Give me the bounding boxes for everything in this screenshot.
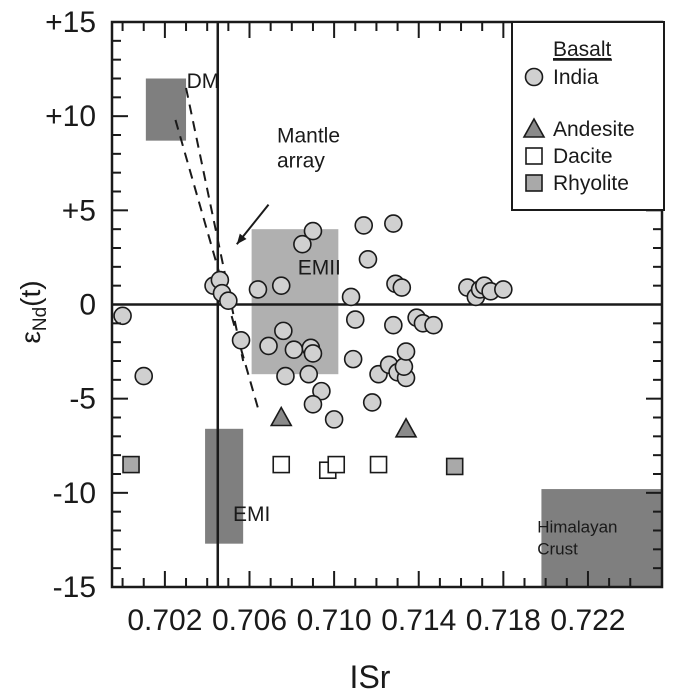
field-label-emi: EMI xyxy=(233,503,270,526)
india-point xyxy=(384,214,403,233)
dacite-point xyxy=(327,455,346,474)
andesite-point xyxy=(269,405,293,427)
india-point xyxy=(259,336,278,356)
legend-label: India xyxy=(553,66,599,89)
reference-fields: DM EMII EMI Himalayan Crust xyxy=(145,70,662,587)
legend-marker-andesite xyxy=(522,117,546,138)
india-point xyxy=(384,315,403,335)
legend: Basalt India Andesite Dacite Rhyolite xyxy=(511,21,665,211)
india-point xyxy=(276,366,295,386)
x-tick-label: 0.706 xyxy=(212,604,287,637)
india-point xyxy=(303,344,323,363)
y-tick-label: -5 xyxy=(69,383,96,416)
mantle-array-label: Mantle xyxy=(277,125,340,148)
series-india xyxy=(113,214,513,429)
field-dm xyxy=(145,78,187,141)
y-axis-label-tail: (t) xyxy=(15,280,46,306)
india-point xyxy=(248,280,268,299)
india-point xyxy=(274,321,293,341)
legend-item-dacite: Dacite xyxy=(525,145,613,168)
legend-marker-rhyolite xyxy=(525,174,543,192)
india-point xyxy=(343,349,363,369)
series-rhyolite xyxy=(122,455,464,476)
legend-heading: Basalt xyxy=(553,38,612,61)
field-himalayan xyxy=(541,489,662,587)
reference-lines xyxy=(112,22,662,587)
mantle-array-line-1 xyxy=(185,87,245,362)
india-point xyxy=(284,340,304,360)
india-point xyxy=(354,216,374,235)
india-point xyxy=(494,280,513,299)
x-tick-label: 0.722 xyxy=(550,604,625,637)
india-point xyxy=(345,310,365,329)
india-point xyxy=(424,315,443,335)
field-label-himalayan: Himalayan xyxy=(537,517,617,536)
field-label-dm: DM xyxy=(187,70,220,93)
india-point xyxy=(303,221,323,241)
y-axis-label-sub: Nd xyxy=(30,307,51,331)
y-tick-label: -15 xyxy=(53,571,96,604)
legend-label: Rhyolite xyxy=(553,172,629,195)
india-point xyxy=(396,342,416,361)
y-tick-label: +5 xyxy=(62,194,96,227)
india-point xyxy=(271,276,291,295)
india-point xyxy=(392,278,412,297)
india-point xyxy=(324,410,344,429)
legend-item-rhyolite: Rhyolite xyxy=(525,172,629,195)
andesite-point xyxy=(394,417,418,438)
y-axis-label-main: ε xyxy=(15,331,46,343)
y-axis-label: εNd(t) xyxy=(15,280,51,343)
legend-marker-india xyxy=(524,67,544,87)
legend-marker-dacite xyxy=(525,147,543,165)
tick-labels: 0.702 0.706 0.710 0.714 0.718 0.722 +15 +10 +5 0 -… xyxy=(45,6,625,637)
rhyolite-point xyxy=(122,455,140,474)
field-label-emii: EMII xyxy=(298,256,341,279)
y-tick-label: 0 xyxy=(79,289,96,322)
india-point xyxy=(394,357,414,376)
x-tick-label: 0.702 xyxy=(127,604,202,637)
y-tick-label: -10 xyxy=(53,477,96,510)
mantle-array-label-line2: array xyxy=(277,150,325,173)
series-dacite xyxy=(272,455,388,480)
rhyolite-point xyxy=(445,457,464,476)
dacite-point xyxy=(369,455,388,474)
y-tick-label: +15 xyxy=(45,6,96,39)
india-point xyxy=(113,306,132,326)
x-axis-label: ISr xyxy=(350,659,391,695)
legend-label: Andesite xyxy=(553,118,635,141)
mantle-array-arrowhead xyxy=(236,233,247,245)
data-points xyxy=(113,214,513,480)
india-point xyxy=(358,249,378,269)
field-emi xyxy=(205,428,244,544)
legend-items: India Andesite Dacite Rhyolite xyxy=(522,66,635,195)
india-point xyxy=(312,381,331,401)
india-point xyxy=(303,395,323,414)
dacite-point xyxy=(272,455,291,474)
india-point xyxy=(299,364,319,384)
india-point xyxy=(293,234,312,254)
x-tick-label: 0.710 xyxy=(297,604,372,637)
india-point xyxy=(231,330,251,350)
y-tick-label: +10 xyxy=(45,100,96,133)
india-point xyxy=(341,287,361,307)
x-tick-label: 0.714 xyxy=(381,604,456,637)
legend-item-india: India xyxy=(524,66,599,89)
field-label-himalayan-line2: Crust xyxy=(537,539,578,558)
x-tick-label: 0.718 xyxy=(466,604,541,637)
india-point xyxy=(219,291,238,311)
legend-label: Dacite xyxy=(553,145,613,168)
india-point xyxy=(362,393,382,412)
india-point xyxy=(134,366,154,386)
legend-item-andesite: Andesite xyxy=(522,117,635,141)
series-andesite xyxy=(269,405,418,438)
